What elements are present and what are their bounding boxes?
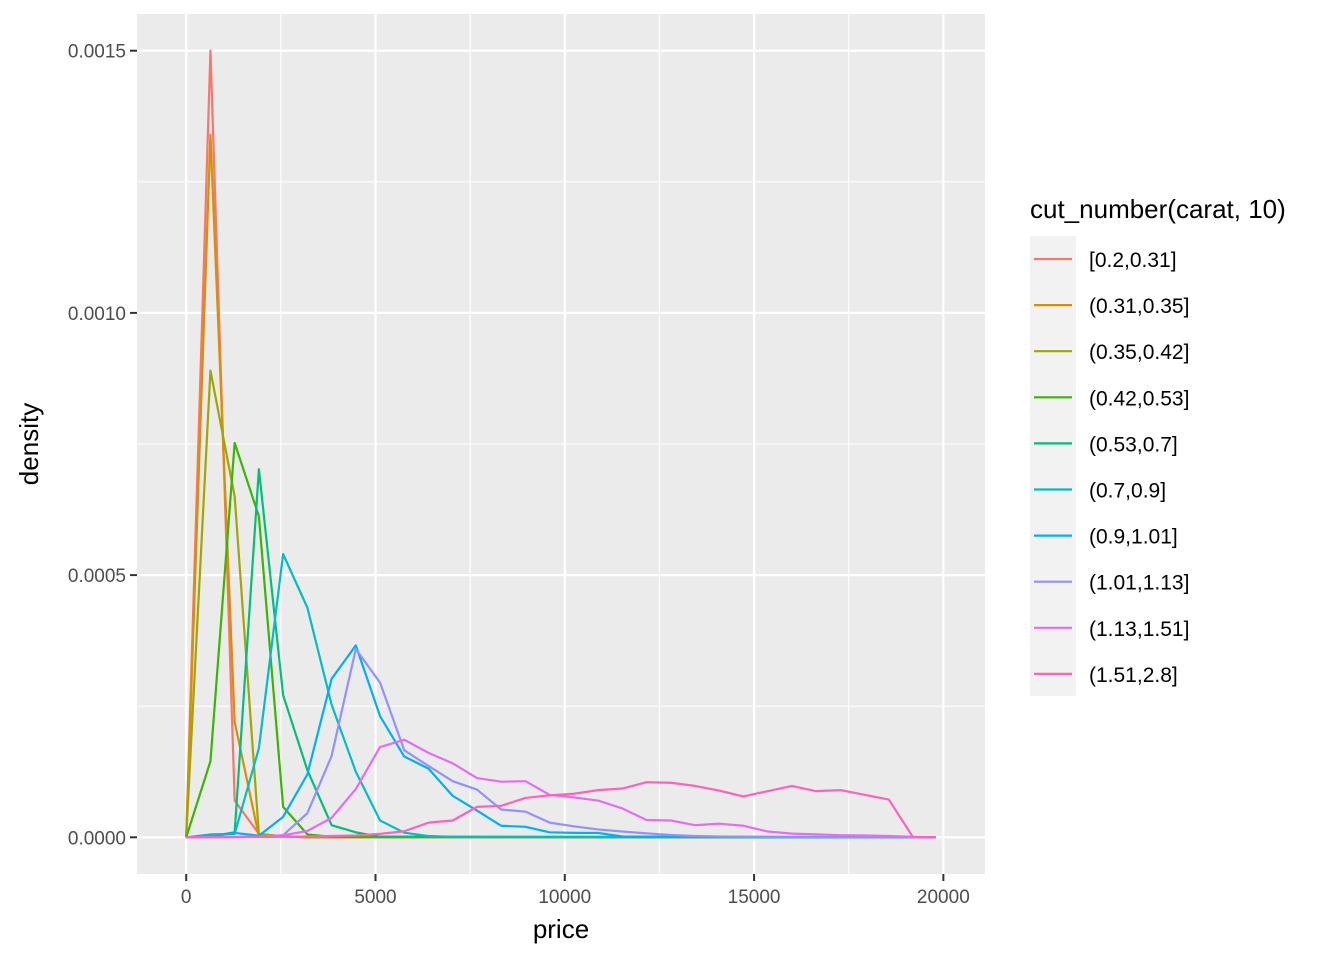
legend: cut_number(carat, 10) [0.2,0.31] (0.31,0.… — [1030, 194, 1286, 696]
legend-label: (1.51,2.8] — [1089, 664, 1178, 687]
legend-title: cut_number(carat, 10) — [1030, 194, 1286, 224]
legend-label: (0.35,0.42] — [1089, 341, 1189, 364]
legend-items: [0.2,0.31] (0.31,0.35] (0.35,0.42] (0.42,0.… — [1034, 249, 1189, 687]
series-lines — [185, 49, 936, 839]
series-line — [186, 644, 936, 839]
legend-label: (0.53,0.7] — [1089, 433, 1178, 456]
legend-label: (0.7,0.9] — [1089, 480, 1166, 503]
y-tick-label: 0.0005 — [68, 566, 126, 587]
legend-label: (0.31,0.35] — [1089, 295, 1189, 318]
series-line — [186, 738, 936, 839]
legend-label: (1.13,1.51] — [1089, 618, 1189, 641]
legend-label: [0.2,0.31] — [1089, 249, 1177, 272]
x-axis-title: price — [533, 914, 589, 944]
legend-key-background — [1030, 236, 1076, 696]
x-tick-label: 20000 — [917, 887, 970, 908]
legend-label: (1.01,1.13] — [1089, 572, 1189, 595]
series-line — [186, 781, 936, 839]
y-tick-label: 0.0010 — [68, 304, 126, 325]
y-axis-title: density — [14, 403, 44, 485]
y-tick-label: 0.0000 — [68, 828, 126, 849]
x-tick-label: 5000 — [354, 887, 396, 908]
axis-ticks: 0 5000 10000 15000 20000 0.0000 0.0005 0.0010 0.… — [68, 42, 970, 908]
series-line — [186, 647, 936, 839]
x-tick-label: 0 — [181, 887, 192, 908]
x-tick-label: 10000 — [538, 887, 591, 908]
major-gridlines — [137, 14, 985, 874]
legend-label: (0.9,1.01] — [1089, 526, 1178, 549]
x-tick-label: 15000 — [728, 887, 781, 908]
legend-label: (0.42,0.53] — [1089, 387, 1189, 410]
minor-gridlines — [137, 14, 985, 874]
y-tick-label: 0.0015 — [68, 42, 126, 63]
